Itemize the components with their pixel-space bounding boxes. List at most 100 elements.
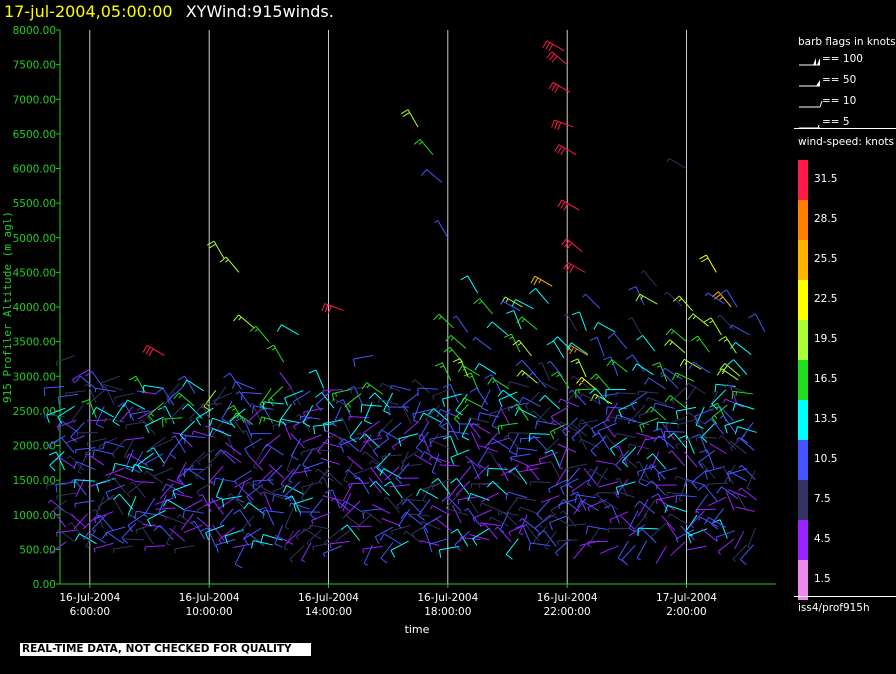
wind-barbs xyxy=(43,40,766,569)
speed-swatch xyxy=(798,200,808,240)
wind-barb xyxy=(474,363,497,375)
wind-barb xyxy=(645,480,666,496)
wind-barb xyxy=(732,544,748,563)
wind-barb xyxy=(566,345,589,356)
wind-barb xyxy=(135,523,156,534)
wind-barb xyxy=(730,341,752,356)
wind-barb xyxy=(688,361,711,374)
wind-barb xyxy=(515,359,536,376)
wind-barb xyxy=(566,342,588,355)
wind-barb xyxy=(723,398,744,408)
wind-barb xyxy=(209,417,232,426)
wind-barb xyxy=(504,333,521,353)
wind-barb xyxy=(665,417,686,429)
wind-barb xyxy=(217,497,235,510)
wind-barb xyxy=(547,460,561,480)
wind-barb xyxy=(203,497,223,507)
wind-barb xyxy=(374,526,393,545)
y-tick-label: 5500.00 xyxy=(13,198,56,210)
wind-barb xyxy=(189,403,204,422)
wind-barb xyxy=(73,479,95,488)
wind-barb xyxy=(637,498,649,517)
wind-barb xyxy=(459,397,482,408)
wind-barb xyxy=(604,504,620,524)
wind-barb xyxy=(748,313,766,332)
wind-barb xyxy=(289,502,311,510)
barb-legend-label: == 5 xyxy=(822,116,850,128)
wind-barb xyxy=(724,383,746,393)
wind-barb xyxy=(383,496,400,513)
wind-barb xyxy=(380,542,394,564)
wind-barb xyxy=(159,483,174,500)
wind-barb xyxy=(452,504,462,524)
wind-barb xyxy=(158,495,167,518)
wind-barb xyxy=(164,516,186,525)
wind-barb xyxy=(516,369,538,384)
wind-barb xyxy=(124,437,145,441)
wind-barb xyxy=(481,523,498,540)
y-tick-label: 1500.00 xyxy=(13,475,56,487)
y-tick-label: 3000.00 xyxy=(13,371,56,383)
barb-legend-label: == 50 xyxy=(822,74,857,86)
wind-barb xyxy=(518,396,541,407)
wind-barb xyxy=(571,479,589,495)
wind-barb xyxy=(258,447,272,465)
wind-barb xyxy=(166,525,176,546)
wind-barb xyxy=(49,451,65,472)
y-tick-label: 4000.00 xyxy=(13,302,56,314)
speed-swatch-label: 28.5 xyxy=(814,213,838,225)
wind-barb xyxy=(356,432,373,449)
wind-barb xyxy=(719,289,738,308)
wind-barb xyxy=(574,494,597,503)
wind-barb xyxy=(53,506,75,517)
header-date: 17-jul-2004,05:00:00 xyxy=(4,2,173,21)
wind-barb xyxy=(267,386,284,407)
wind-barb xyxy=(362,437,383,443)
wind-barb xyxy=(465,455,482,470)
speed-swatch xyxy=(798,480,808,520)
wind-barb xyxy=(598,392,619,405)
barb-legend-label: == 100 xyxy=(822,53,863,65)
wind-barb xyxy=(567,463,588,473)
wind-barb xyxy=(526,464,540,481)
wind-barb xyxy=(716,405,734,421)
wind-barb xyxy=(636,334,656,352)
wind-barb xyxy=(655,546,667,564)
wind-barb xyxy=(221,401,233,424)
wind-barb xyxy=(670,541,686,557)
wind-barb xyxy=(243,527,262,546)
wind-barb xyxy=(134,510,156,520)
wind-barb xyxy=(690,510,705,529)
wind-barb xyxy=(234,546,245,569)
wind-barb xyxy=(222,450,242,464)
wind-barb xyxy=(250,433,272,438)
wind-barb xyxy=(438,408,451,431)
wind-barb xyxy=(112,404,125,427)
y-tick-label: 2000.00 xyxy=(13,441,56,453)
grid-lines xyxy=(89,30,687,584)
wind-barb xyxy=(575,388,596,399)
wind-barb xyxy=(526,462,547,471)
wind-barb xyxy=(105,467,125,476)
wind-barb xyxy=(322,495,342,502)
wind-barb xyxy=(529,288,549,304)
wind-barb xyxy=(109,497,124,516)
wind-barb xyxy=(478,444,498,453)
wind-barb xyxy=(55,355,76,367)
wind-barb xyxy=(544,530,557,550)
wind-barb xyxy=(401,463,422,471)
wind-barb xyxy=(442,393,462,407)
wind-barb xyxy=(223,434,235,454)
wind-barb xyxy=(697,484,718,502)
wind-barb xyxy=(400,450,419,466)
wind-barb xyxy=(137,408,156,420)
barb-legend-row: == 10 xyxy=(798,95,896,110)
wind-barb xyxy=(419,412,442,423)
wind-barb xyxy=(121,523,137,544)
wind-barb xyxy=(472,527,490,546)
wind-barb xyxy=(73,461,96,470)
wind-barb xyxy=(123,399,146,410)
wind-barb xyxy=(648,464,666,480)
wind-barb xyxy=(289,544,305,563)
wind-barb xyxy=(390,540,409,558)
